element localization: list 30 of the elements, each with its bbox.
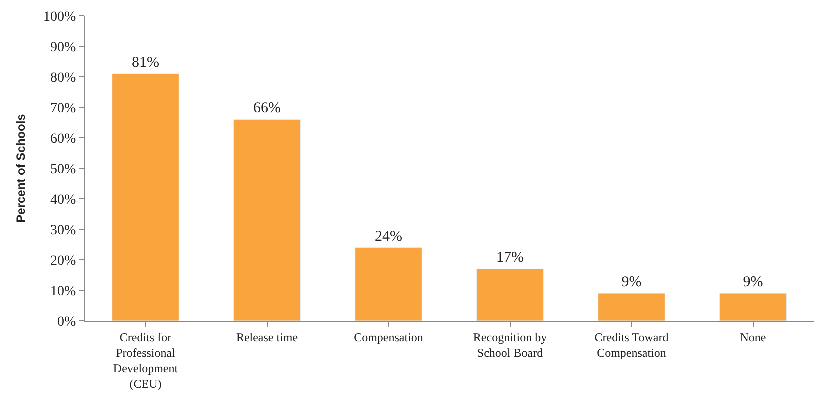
x-tick-label: None [740,330,766,344]
data-label: 81% [132,54,160,71]
x-tick-label: Credits for Professional Development (CEU) [113,330,179,392]
y-tick-label: 50% [50,162,77,178]
x-tick-label: Recognition by School Board [473,330,548,360]
data-label: 9% [622,274,642,291]
bar [355,248,422,321]
data-label: 9% [743,274,764,291]
y-tick-label: 70% [50,101,77,116]
x-tick-label: Release time [236,330,298,344]
y-tick-label: 0% [58,314,77,330]
data-label: 66% [254,100,281,117]
y-tick-label: 30% [50,223,77,238]
bar [112,74,180,321]
y-tick-label: 80% [50,70,77,86]
data-label: 17% [496,250,524,266]
bar [598,293,666,321]
x-tick-label: Credits Toward Compensation [594,330,669,360]
y-axis-title: Percent of Schools [14,114,28,223]
y-tick-label: 60% [50,132,77,147]
bar [476,268,544,321]
bar [234,119,301,321]
y-tick-label: 40% [50,192,77,208]
y-tick-label: 90% [50,40,77,56]
x-tick-label: Compensation [354,330,424,344]
y-tick-label: 20% [50,254,77,269]
bar [720,293,787,321]
y-tick-label: 100% [44,10,77,25]
y-tick-label: 10% [50,284,77,300]
data-label: 24% [375,228,402,245]
